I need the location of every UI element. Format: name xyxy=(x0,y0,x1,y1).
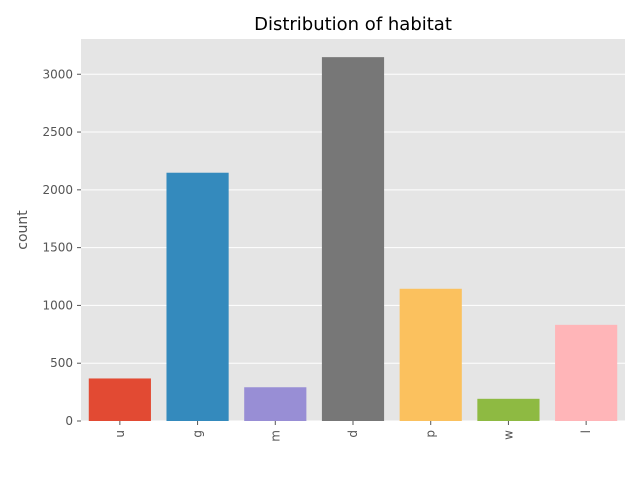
y-tick-label: 1500 xyxy=(42,241,73,255)
bar-g xyxy=(166,172,229,421)
x-tick-label-m: m xyxy=(268,430,282,442)
y-tick-label: 500 xyxy=(50,356,73,370)
bar-l xyxy=(555,324,618,421)
y-tick-label: 0 xyxy=(65,414,73,428)
x-tick-label-l: l xyxy=(579,430,593,433)
chart-title: Distribution of habitat xyxy=(254,14,452,35)
y-tick-label: 1000 xyxy=(42,298,73,312)
bar-m xyxy=(244,387,307,421)
x-tick-label-w: w xyxy=(501,430,515,440)
y-tick-label: 3000 xyxy=(42,67,73,81)
y-tick-label: 2000 xyxy=(42,183,73,197)
bar-w xyxy=(477,398,540,421)
x-tick-label-p: p xyxy=(424,430,438,438)
bar-d xyxy=(321,57,385,421)
y-tick-label: 2500 xyxy=(42,125,73,139)
y-axis-ticks: 0 500 1000 1500 2000 2500 3000 xyxy=(42,67,81,428)
bar-u xyxy=(88,378,151,421)
x-tick-label-d: d xyxy=(346,430,360,438)
y-axis-label: count xyxy=(15,210,31,250)
bar-p xyxy=(399,288,462,421)
x-tick-label-g: g xyxy=(191,430,205,438)
bars xyxy=(88,57,618,421)
x-tick-label-u: u xyxy=(113,430,127,438)
